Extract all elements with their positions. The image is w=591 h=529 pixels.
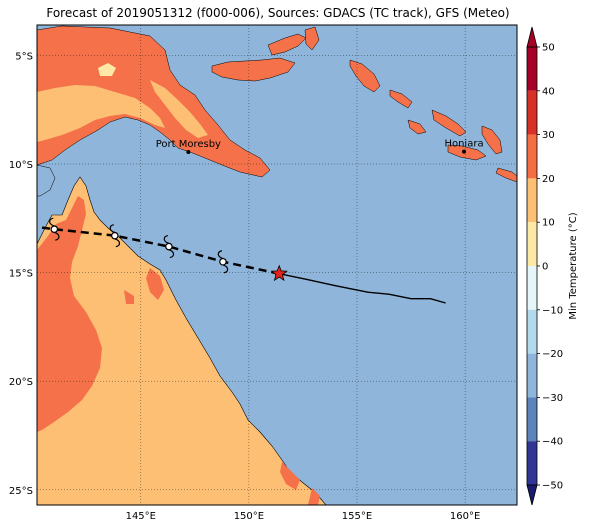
current-position-star <box>270 264 288 282</box>
colorbar-band <box>527 353 537 398</box>
colorbar-tick-label: 50 <box>542 43 555 54</box>
storm-symbol <box>163 234 175 259</box>
place-label: Port Moresby <box>156 139 221 150</box>
australia-hot <box>37 196 164 432</box>
land-layer <box>37 25 517 505</box>
colorbar-tick-label: −30 <box>542 393 563 404</box>
colorbar-tick-label: 10 <box>542 218 555 229</box>
map-frame <box>36 24 518 506</box>
lat-tick-label: 15°S <box>9 269 33 280</box>
lat-tick-label: 10°S <box>9 160 33 171</box>
storm-symbol <box>109 224 121 248</box>
track-observed-line <box>279 273 446 304</box>
australia-hot-south <box>280 462 320 505</box>
colorbar-tick-label: −50 <box>542 481 563 492</box>
colorbar-band <box>527 178 537 223</box>
lon-tick-label: 155°E <box>342 511 372 522</box>
new-britain-land <box>211 57 296 82</box>
map-title: Forecast of 2019051312 (f000-006), Sourc… <box>46 6 510 20</box>
colorbar-tick-label: −40 <box>542 437 563 448</box>
colorbar-extend-top <box>526 26 538 48</box>
places-layer: Port Moresby Honiara <box>156 139 484 155</box>
new-guinea-warm <box>37 80 208 142</box>
new-georgia-land <box>407 119 427 135</box>
makira-land <box>495 167 517 183</box>
storm-symbol <box>49 217 60 241</box>
colorbar-label: Min Temperature (°C) <box>568 212 579 319</box>
lon-tick-label: 145°E <box>126 511 156 522</box>
colorbar-bands <box>527 47 537 485</box>
santa-isabel-land <box>431 109 467 137</box>
colorbar-tick-label: 30 <box>542 130 555 141</box>
lat-tick-label: 5°S <box>15 51 33 62</box>
lon-tick-labels: 145°E 150°E 155°E 160°E <box>126 511 481 522</box>
colorbar-tick-label: 0 <box>542 262 548 273</box>
storm-symbols <box>49 217 229 274</box>
colorbar-tick-label: −20 <box>542 349 563 360</box>
place-label: Honiara <box>444 139 483 150</box>
colorbar-tick-label: 40 <box>542 86 555 97</box>
lat-tick-label: 20°S <box>9 377 33 388</box>
place-dot <box>462 149 467 154</box>
colorbar-band <box>527 441 537 485</box>
colorbar-tick-label: 20 <box>542 174 555 185</box>
colorbar-band <box>527 47 537 91</box>
manus-island <box>304 26 320 51</box>
colorbar-band <box>527 134 537 179</box>
colorbar-band <box>527 397 537 442</box>
lon-tick-label: 150°E <box>234 511 264 522</box>
colorbar-band <box>527 222 537 266</box>
storm-symbol <box>217 250 229 274</box>
colorbar-extend-bottom <box>526 484 538 506</box>
lat-tick-labels: 5°S 10°S 15°S 20°S 25°S <box>9 51 33 496</box>
colorbar-band <box>527 266 537 310</box>
malaita-land <box>481 125 503 155</box>
bougainville-land <box>349 59 381 93</box>
new-guinea-land <box>37 25 271 178</box>
gulf-of-carpentaria <box>37 164 56 197</box>
colorbar-band <box>527 309 537 354</box>
colorbar-ticks: 50 40 30 20 10 0 −10 −20 −30 −40 −50 <box>537 43 563 492</box>
guadalcanal-land <box>447 144 487 161</box>
new-guinea-cool <box>98 63 116 76</box>
colorbar-band <box>527 90 537 135</box>
choiseul-land <box>389 89 413 109</box>
lon-tick-label: 160°E <box>450 511 480 522</box>
new-ireland-land <box>267 33 307 56</box>
colorbar-tick-label: −10 <box>542 305 563 316</box>
lat-tick-label: 25°S <box>9 486 33 497</box>
place-dot <box>186 150 191 155</box>
